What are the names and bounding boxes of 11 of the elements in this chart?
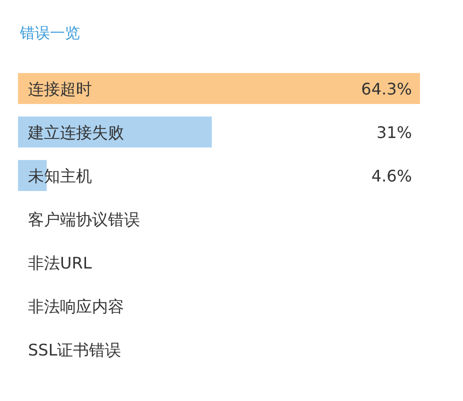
y-tick-label: 未知主机 [28,166,92,186]
data-label: 31% [376,123,412,142]
chart-title: 错误一览 [19,24,80,42]
y-tick-label: 连接超时 [28,80,92,98]
data-label: 4.6% [371,166,412,186]
y-tick-label: 客户端协议错误 [28,210,140,229]
y-tick-label: SSL证书错误 [28,340,122,360]
data-label: 64.3% [361,80,412,98]
y-tick-label: 非法响应内容 [28,297,124,316]
y-tick-label: 建立连接失败 [27,123,124,142]
y-tick-label: 非法URL [28,254,92,272]
